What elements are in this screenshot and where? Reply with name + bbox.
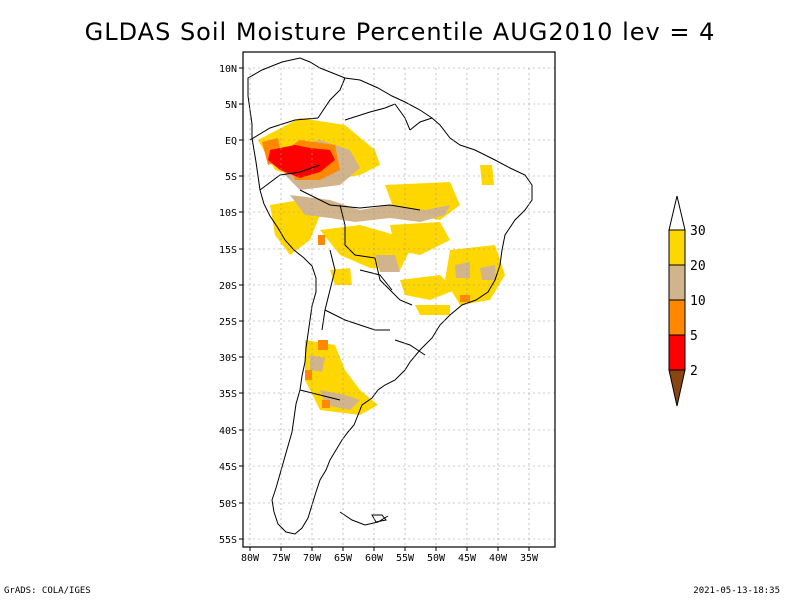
legend-arrow-bottom: [668, 369, 686, 407]
lat-label: 25S: [219, 317, 237, 328]
lat-label: 15S: [219, 245, 237, 256]
percentile-shading: [258, 118, 505, 415]
lat-label: 5S: [225, 172, 237, 183]
tick-marks: [239, 67, 530, 551]
lat-label: 20S: [219, 281, 237, 292]
legend-arrow-top: [668, 195, 686, 231]
plot-frame: [242, 51, 556, 548]
lon-label: 70W: [303, 553, 322, 564]
longitude-labels: 80W 75W 70W 65W 60W 55W 50W 45W 40W 35W: [241, 553, 539, 564]
map-title: GLDAS Soil Moisture Percentile AUG2010 l…: [84, 18, 716, 46]
footer-timestamp: 2021-05-13-18:35: [693, 586, 780, 596]
legend-label: 20: [690, 259, 706, 274]
lat-label: 5N: [225, 100, 237, 111]
legend-label: 5: [690, 329, 698, 344]
lon-label: 55W: [396, 553, 415, 564]
grid-lines: [243, 67, 555, 546]
lat-label: 10S: [219, 208, 237, 219]
lat-label: 10N: [219, 64, 237, 75]
legend-swatch-5-10: [668, 299, 686, 336]
latitude-labels: 10N 5N EQ 5S 10S 15S 20S 25S 30S 35S 40S…: [219, 64, 237, 546]
lon-label: 65W: [334, 553, 353, 564]
lat-label: EQ: [225, 136, 237, 147]
legend-label: 2: [690, 364, 698, 379]
lat-label: 45S: [219, 462, 237, 473]
legend-swatch-2-5: [668, 334, 686, 371]
lon-label: 35W: [520, 553, 539, 564]
lon-label: 75W: [272, 553, 291, 564]
legend-label: 10: [690, 294, 706, 309]
legend-swatch-10-20: [668, 264, 686, 301]
legend-swatch-20-30: [668, 229, 686, 266]
lat-label: 40S: [219, 426, 237, 437]
lon-label: 80W: [241, 553, 260, 564]
lat-label: 50S: [219, 499, 237, 510]
lat-label: 35S: [219, 389, 237, 400]
lon-label: 50W: [427, 553, 446, 564]
lat-label: 30S: [219, 353, 237, 364]
lat-label: 55S: [219, 535, 237, 546]
lon-label: 40W: [489, 553, 508, 564]
footer-credit: GrADS: COLA/IGES: [4, 586, 91, 596]
lon-label: 60W: [365, 553, 384, 564]
color-legend: 2 5 10 20 30: [668, 195, 706, 407]
legend-label: 30: [690, 224, 706, 239]
lon-label: 45W: [458, 553, 477, 564]
